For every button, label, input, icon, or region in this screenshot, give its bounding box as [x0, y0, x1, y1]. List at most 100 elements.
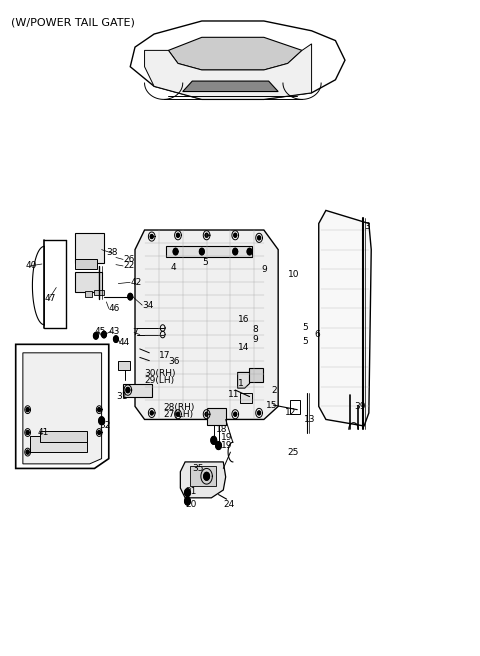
Text: 13: 13 — [304, 415, 316, 424]
Text: 45: 45 — [95, 327, 106, 336]
Text: 19: 19 — [221, 432, 232, 441]
Polygon shape — [85, 291, 92, 297]
Text: 17: 17 — [159, 351, 170, 360]
Text: 22: 22 — [123, 262, 134, 270]
Text: 5: 5 — [202, 258, 207, 267]
Text: 27(LH): 27(LH) — [164, 410, 194, 419]
Polygon shape — [102, 331, 107, 338]
Polygon shape — [177, 412, 180, 416]
Polygon shape — [240, 394, 252, 403]
Polygon shape — [126, 388, 130, 393]
Polygon shape — [150, 235, 153, 239]
Polygon shape — [150, 411, 153, 415]
Polygon shape — [200, 249, 204, 255]
Text: 24: 24 — [223, 500, 235, 509]
Polygon shape — [26, 407, 29, 411]
Text: 47: 47 — [44, 294, 56, 303]
Text: 42: 42 — [130, 277, 142, 287]
Polygon shape — [204, 472, 209, 480]
Text: 21: 21 — [185, 487, 196, 496]
Text: 40: 40 — [25, 262, 36, 270]
Polygon shape — [206, 408, 226, 424]
Text: (W/POWER TAIL GATE): (W/POWER TAIL GATE) — [11, 18, 135, 28]
Text: 38: 38 — [107, 249, 118, 257]
Polygon shape — [137, 321, 164, 338]
Polygon shape — [94, 333, 98, 339]
Text: 41: 41 — [37, 428, 48, 437]
Polygon shape — [98, 430, 101, 434]
Polygon shape — [258, 411, 261, 415]
Text: 35: 35 — [192, 464, 204, 473]
Polygon shape — [144, 44, 312, 99]
Text: 31: 31 — [116, 392, 127, 401]
Text: 18: 18 — [216, 424, 228, 434]
Text: 14: 14 — [238, 343, 249, 352]
Text: 26: 26 — [123, 255, 134, 264]
Text: 4: 4 — [171, 264, 177, 272]
Text: 28(RH): 28(RH) — [164, 403, 195, 412]
Polygon shape — [247, 249, 252, 255]
Text: 12: 12 — [285, 409, 297, 417]
Polygon shape — [123, 384, 152, 397]
Polygon shape — [26, 450, 29, 454]
Text: 3: 3 — [364, 222, 370, 232]
Polygon shape — [99, 417, 105, 424]
Polygon shape — [75, 272, 102, 292]
Polygon shape — [183, 81, 278, 92]
Polygon shape — [319, 211, 371, 426]
Polygon shape — [128, 293, 132, 300]
Polygon shape — [160, 331, 165, 338]
Text: 11: 11 — [228, 390, 240, 399]
Text: 7: 7 — [132, 328, 138, 337]
Polygon shape — [249, 369, 263, 382]
Text: 25: 25 — [288, 447, 299, 457]
Text: 46: 46 — [109, 304, 120, 313]
Polygon shape — [258, 236, 261, 240]
Text: 2: 2 — [271, 386, 276, 394]
Text: 34: 34 — [142, 300, 154, 310]
Polygon shape — [211, 436, 216, 444]
Text: 5: 5 — [302, 337, 308, 346]
Polygon shape — [114, 336, 118, 342]
Polygon shape — [135, 230, 278, 419]
Polygon shape — [234, 234, 237, 237]
Text: 8: 8 — [252, 325, 258, 335]
Polygon shape — [118, 361, 130, 371]
Text: 16: 16 — [238, 315, 249, 324]
Text: 20: 20 — [185, 500, 196, 509]
Polygon shape — [205, 234, 208, 237]
Polygon shape — [233, 249, 238, 255]
Polygon shape — [177, 234, 180, 237]
Polygon shape — [30, 436, 87, 452]
Text: 32: 32 — [99, 422, 110, 430]
Text: 39: 39 — [355, 402, 366, 411]
Text: 19: 19 — [221, 441, 232, 450]
Text: 9: 9 — [262, 265, 267, 274]
Polygon shape — [185, 489, 191, 497]
Text: 30(RH): 30(RH) — [144, 369, 176, 379]
Polygon shape — [39, 430, 87, 442]
Text: 43: 43 — [109, 327, 120, 336]
Polygon shape — [23, 353, 102, 464]
Polygon shape — [26, 430, 29, 434]
Text: 29(LH): 29(LH) — [144, 376, 175, 385]
Polygon shape — [168, 37, 302, 70]
Polygon shape — [75, 259, 97, 269]
Text: 44: 44 — [118, 338, 130, 347]
Text: 1: 1 — [238, 379, 243, 388]
Polygon shape — [166, 246, 252, 257]
Polygon shape — [75, 234, 104, 262]
Polygon shape — [160, 325, 165, 331]
Text: 6: 6 — [314, 330, 320, 339]
Polygon shape — [205, 412, 208, 416]
Polygon shape — [238, 373, 250, 388]
Text: 15: 15 — [266, 401, 278, 409]
Polygon shape — [173, 249, 178, 255]
Text: 5: 5 — [302, 323, 308, 333]
Text: 9: 9 — [252, 335, 258, 344]
Polygon shape — [190, 466, 216, 486]
Polygon shape — [95, 290, 104, 295]
Polygon shape — [234, 412, 237, 416]
Text: 10: 10 — [288, 270, 299, 279]
Polygon shape — [185, 497, 191, 505]
